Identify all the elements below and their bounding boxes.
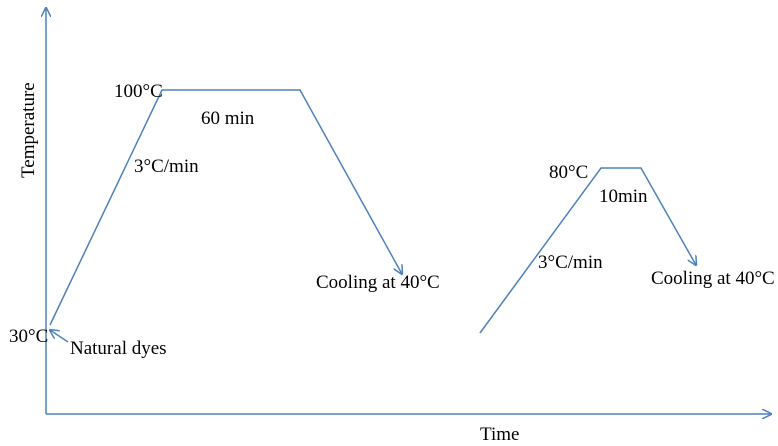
ramp-rate-label-1: 3°C/min [134, 156, 199, 177]
process-1-profile [49, 89, 402, 326]
hold-time-label-1: 60 min [201, 108, 255, 129]
cooling-label-2: Cooling at 40°C [651, 268, 775, 289]
y-axis-label: Temperature [18, 82, 39, 178]
hold-time-label-2: 10min [599, 186, 648, 207]
hold-temp-label-2: 80°C [549, 162, 588, 183]
start-temp-label: 30°C [9, 326, 48, 347]
x-axis-label: Time [480, 424, 519, 445]
ramp-rate-label-2: 3°C/min [538, 252, 603, 273]
natural-dyes-label: Natural dyes [70, 338, 167, 359]
hold-temp-label-1: 100°C [114, 81, 163, 102]
natural-dyes-arrow [50, 330, 69, 343]
cooling-label-1: Cooling at 40°C [316, 272, 440, 293]
process-2-profile [479, 167, 696, 334]
